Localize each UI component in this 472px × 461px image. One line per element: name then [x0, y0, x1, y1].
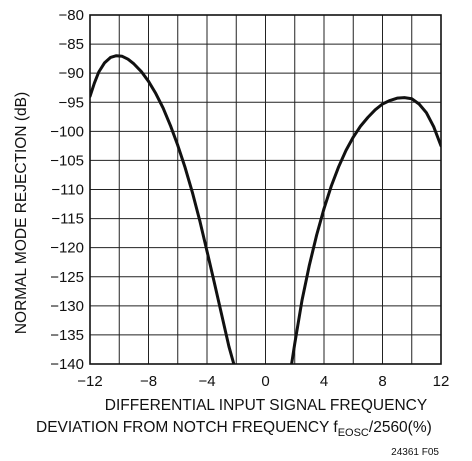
x-tick-label: 8 — [378, 373, 386, 390]
y-tick-label: −140 — [50, 356, 84, 373]
grid — [90, 15, 441, 364]
x-axis-label-line2-subscript: EOSC — [338, 427, 369, 439]
y-tick-label: −100 — [50, 123, 84, 140]
y-tick-label: −135 — [50, 327, 84, 344]
y-tick-label: −115 — [51, 211, 84, 228]
x-tick-label: 0 — [261, 373, 269, 390]
y-tick-label: −110 — [51, 182, 84, 199]
y-axis-label: NORMAL MODE REJECTION (dB) — [13, 92, 30, 334]
x-tick-label: −4 — [198, 373, 215, 390]
x-tick-labels: −12 −8 −4 0 4 8 12 — [77, 373, 449, 390]
y-tick-label: −90 — [59, 65, 84, 82]
x-axis-label-line2-tail: /2560(%) — [369, 419, 432, 436]
y-tick-label: −105 — [50, 152, 84, 169]
x-axis-label-line2: DEVIATION FROM NOTCH FREQUENCY fEOSC/256… — [36, 419, 432, 439]
plot-frame — [89, 14, 442, 365]
x-tick-label: −8 — [140, 373, 157, 390]
y-tick-label: −95 — [59, 94, 84, 111]
y-tick-label: −120 — [50, 240, 84, 257]
x-tick-label: 12 — [433, 373, 450, 390]
y-tick-labels: −80 −85 −90 −95 −100 −105 −110 −115 −120 −125 −130… — [50, 7, 84, 373]
x-tick-label: 4 — [320, 373, 328, 390]
figure-note: 24361 F05 — [391, 447, 439, 458]
curves — [90, 54, 441, 364]
x-axis-label-line2-main: DEVIATION FROM NOTCH FREQUENCY f — [36, 419, 338, 436]
y-tick-label: −125 — [50, 269, 84, 286]
rejection-curve-left — [90, 54, 236, 364]
y-tick-label: −85 — [59, 36, 84, 53]
rejection-curve-right — [290, 96, 441, 364]
y-tick-label: −80 — [59, 7, 84, 24]
y-tick-label: −130 — [50, 298, 84, 315]
x-axis-label-line1: DIFFERENTIAL INPUT SIGNAL FREQUENCY — [105, 397, 427, 414]
x-tick-label: −12 — [77, 373, 102, 390]
